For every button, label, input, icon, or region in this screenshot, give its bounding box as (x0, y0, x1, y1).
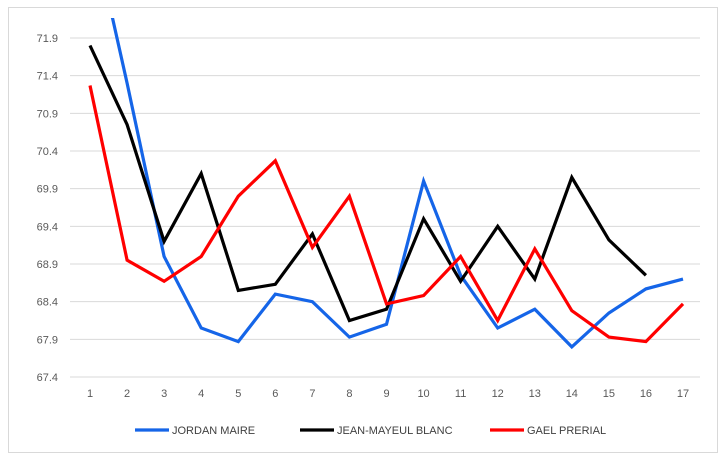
x-tick-label: 14 (566, 388, 578, 400)
x-axis-ticks: 1 2 3 4 5 6 7 8 9 10 11 12 13 14 15 16 17 (87, 388, 689, 400)
gridlines (70, 37, 700, 378)
y-tick-label: 69.4 (37, 221, 58, 233)
x-tick-label: 5 (235, 388, 241, 400)
x-tick-label: 15 (603, 388, 615, 400)
x-tick-label: 4 (198, 388, 204, 400)
series-line-3 (88, 85, 685, 344)
x-tick-label: 12 (492, 388, 504, 400)
y-tick-label: 71.9 (37, 33, 58, 45)
series-lines (88, 18, 685, 350)
legend: JORDAN MAIRE JEAN-MAYEUL BLANC GAEL PRERIA… (135, 425, 606, 437)
legend-label: JEAN-MAYEUL BLANC (337, 425, 453, 437)
x-tick-label: 6 (272, 388, 278, 400)
x-tick-label: 1 (87, 388, 93, 400)
y-tick-label: 70.9 (37, 108, 58, 120)
y-tick-label: 69.9 (37, 184, 58, 196)
y-tick-label: 68.4 (37, 297, 58, 309)
y-tick-label: 68.9 (37, 259, 58, 271)
series-line-2 (88, 44, 648, 323)
series-line-1 (110, 18, 684, 350)
x-tick-label: 10 (417, 388, 429, 400)
y-tick-label: 67.9 (37, 334, 58, 346)
legend-label: GAEL PRERIAL (527, 425, 606, 437)
x-tick-label: 13 (529, 388, 541, 400)
y-tick-label: 70.4 (37, 146, 58, 158)
y-axis-ticks: 67.4 67.9 68.4 68.9 69.4 69.9 70.4 70.9 71.4 71.9 (37, 33, 58, 384)
x-tick-label: 8 (346, 388, 352, 400)
x-tick-label: 7 (309, 388, 315, 400)
x-tick-label: 16 (640, 388, 652, 400)
legend-label: JORDAN MAIRE (172, 425, 255, 437)
x-tick-label: 17 (677, 388, 689, 400)
y-tick-label: 67.4 (37, 372, 58, 384)
x-tick-label: 3 (161, 388, 167, 400)
x-tick-label: 9 (383, 388, 389, 400)
x-tick-label: 11 (455, 388, 466, 400)
y-tick-label: 71.4 (37, 71, 58, 83)
x-tick-label: 2 (124, 388, 130, 400)
